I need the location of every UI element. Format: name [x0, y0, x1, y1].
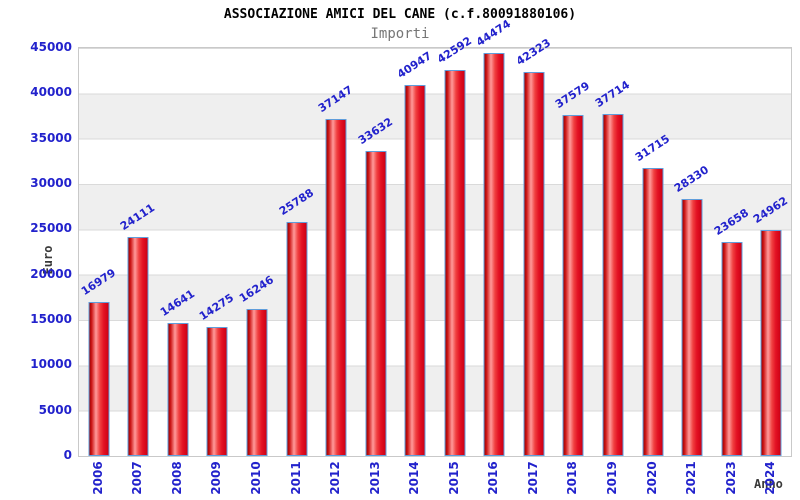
bar	[325, 119, 347, 456]
y-axis-title: Euro	[41, 245, 55, 275]
bar	[404, 84, 426, 456]
bar-value-label: 24111	[118, 201, 158, 234]
x-tick-label: 2010	[249, 461, 263, 495]
bar-value-label: 28330	[672, 163, 712, 196]
y-tick-label: 45000	[30, 40, 72, 54]
y-tick-label: 15000	[30, 312, 72, 326]
bar	[721, 241, 743, 456]
x-tick-label: 2019	[605, 461, 619, 495]
bar-value-label: 31715	[632, 132, 672, 165]
x-tick-label: 2011	[288, 461, 303, 495]
x-tick-label: 2018	[565, 461, 580, 495]
y-tick-label: 20000	[30, 266, 72, 281]
bar-value-label: 25788	[276, 186, 316, 219]
bar	[127, 237, 149, 456]
x-tick-label: 2017	[525, 461, 540, 495]
x-tick-label: 2009	[209, 461, 224, 495]
y-tick-label: 35000	[30, 130, 72, 145]
bar	[562, 115, 584, 456]
bar	[365, 151, 387, 456]
x-tick-label: 2014	[407, 461, 422, 495]
bar	[760, 229, 782, 456]
x-tick-label: 2012	[328, 461, 343, 495]
bar-value-label: 16979	[78, 266, 118, 299]
x-tick-label: 2020	[644, 461, 659, 495]
bar	[286, 222, 308, 456]
x-tick-label: 2008	[169, 461, 184, 495]
bar-value-label: 37147	[316, 83, 356, 116]
x-axis-title: Anno	[754, 477, 783, 491]
chart-subtitle: Importi	[370, 26, 430, 42]
bar-value-label: 37714	[592, 78, 633, 111]
x-tick-label: 2024	[763, 461, 778, 495]
bar	[206, 326, 228, 456]
y-tick-label: 30000	[30, 176, 72, 190]
bar-value-label: 14275	[197, 290, 237, 323]
y-tick-label: 5000	[38, 402, 72, 417]
bar	[167, 323, 189, 456]
bar-value-label: 14641	[157, 287, 197, 320]
bar	[523, 72, 545, 456]
x-tick-label: 2015	[446, 461, 461, 495]
bar	[642, 168, 664, 456]
bar-value-label: 42323	[513, 36, 553, 69]
bar	[681, 199, 703, 456]
bar	[602, 114, 624, 456]
y-tick-label: 25000	[30, 221, 72, 236]
bar	[444, 69, 466, 456]
bar-value-label: 24962	[751, 193, 791, 226]
x-tick-label: 2007	[130, 461, 145, 495]
x-tick-label: 2006	[90, 461, 105, 495]
x-tick-label: 2016	[486, 461, 501, 495]
bar	[483, 52, 505, 456]
x-tick-label: 2023	[723, 461, 738, 495]
bar-value-label: 16246	[236, 272, 277, 305]
bar	[246, 308, 268, 456]
bar-value-label: 37579	[553, 79, 593, 112]
bar-value-label: 33632	[355, 115, 395, 148]
y-tick-label: 10000	[30, 357, 72, 372]
x-tick-label: 2021	[684, 461, 699, 495]
bar	[88, 302, 110, 456]
chart-title: ASSOCIAZIONE AMICI DEL CANE (c.f.8009188…	[223, 7, 577, 22]
y-tick-label: 40000	[30, 85, 72, 100]
bar-value-label: 23658	[711, 205, 751, 238]
y-tick-label: 0	[63, 448, 72, 462]
plot-area: 16979 24111 14641 14275 16246 25788 37147 33632…	[78, 17, 792, 457]
x-tick-label: 2013	[367, 461, 382, 495]
bar-value-label: 40947	[395, 48, 435, 81]
